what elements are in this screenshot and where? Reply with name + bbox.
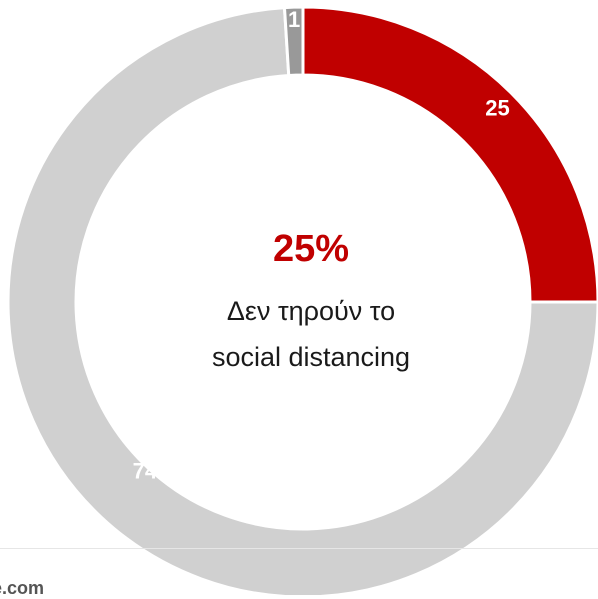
donut-segment-2 bbox=[282, 5, 305, 78]
donut-segment-1 bbox=[6, 5, 598, 595]
data-label-1: 74 bbox=[133, 458, 158, 483]
center-caption-line-2: social distancing bbox=[212, 342, 410, 372]
footer-divider bbox=[0, 548, 598, 549]
data-label-2: 1 bbox=[288, 7, 300, 32]
center-caption-line-1: Δεν τηρούν το bbox=[227, 296, 395, 326]
center-value: 25% bbox=[273, 228, 349, 270]
data-label-0: 25 bbox=[485, 96, 509, 121]
source-text: e.com bbox=[0, 578, 45, 598]
donut-data-labels: 25 74 1 bbox=[133, 7, 510, 483]
